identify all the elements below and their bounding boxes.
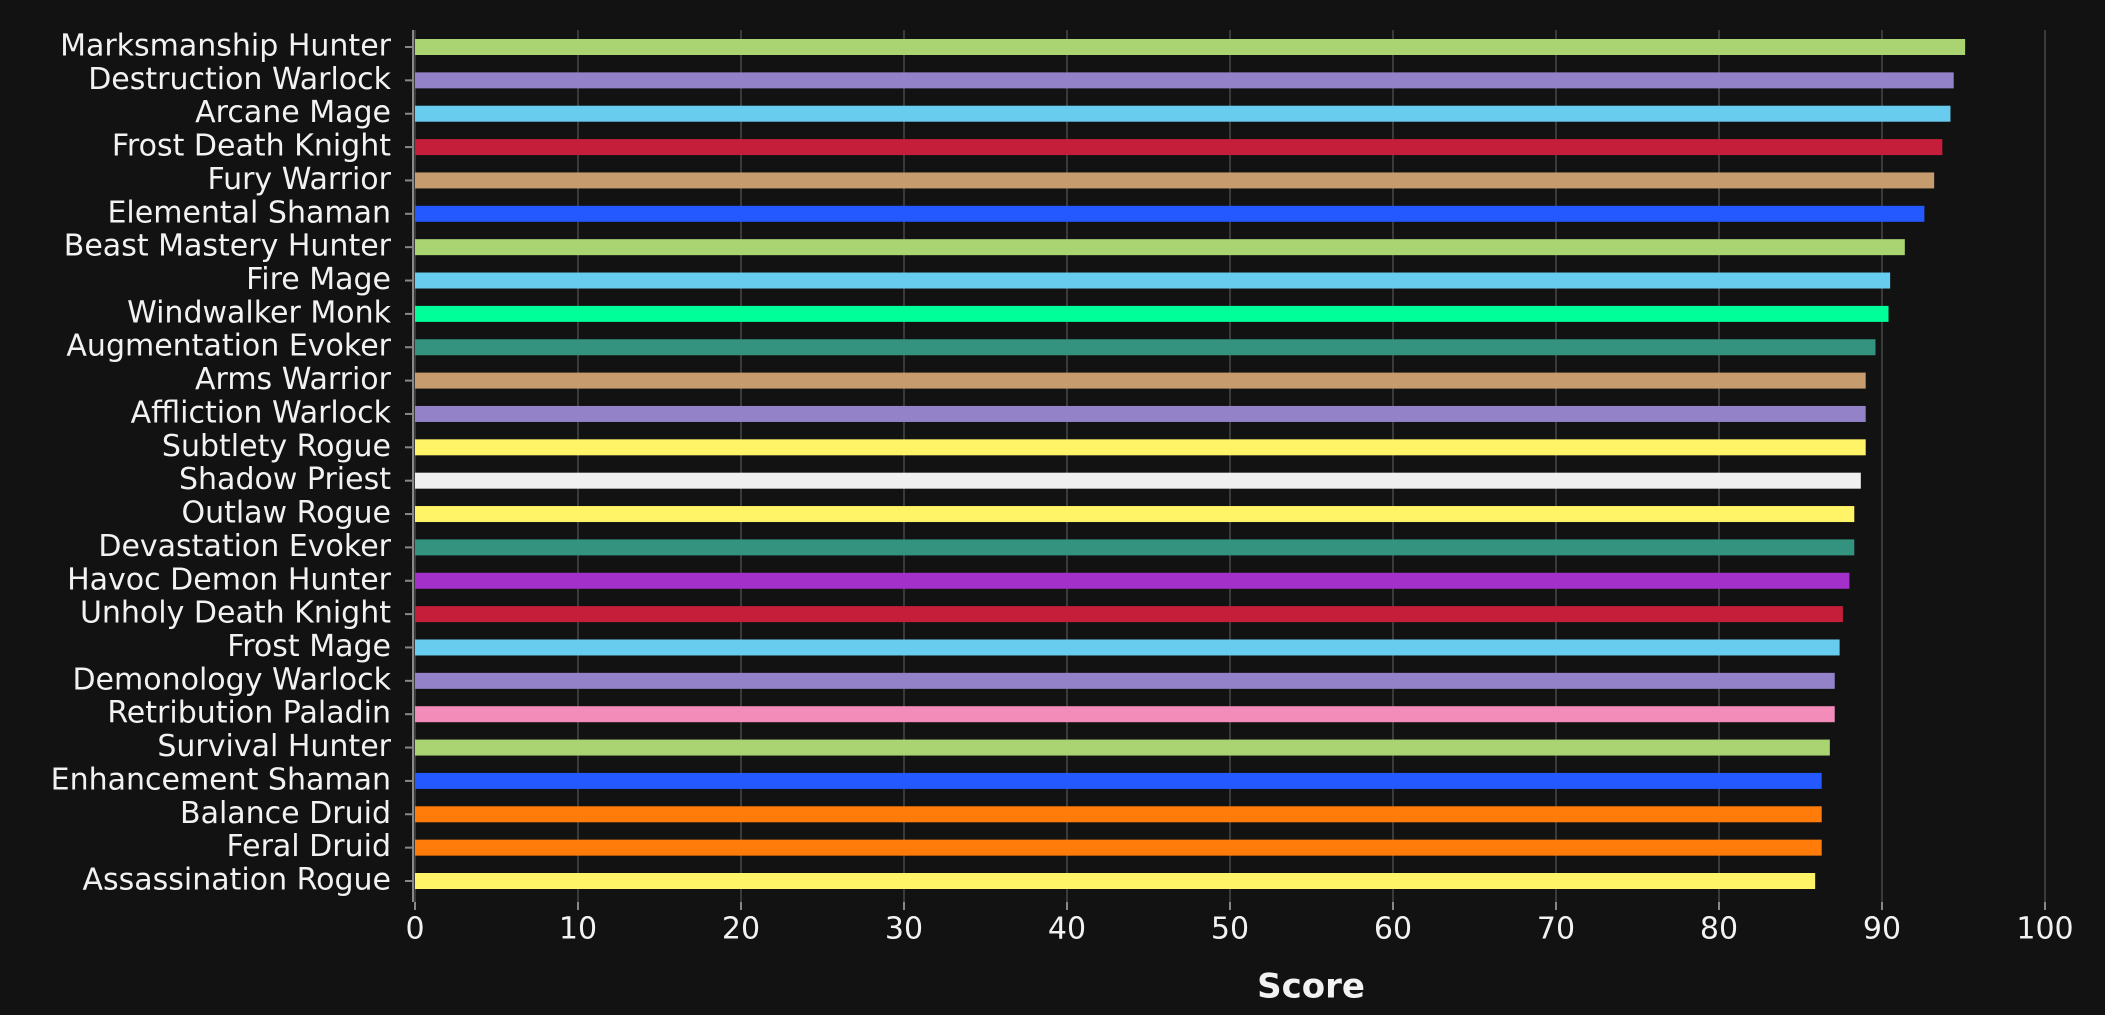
- x-tick-label: 10: [559, 912, 597, 947]
- bar: [415, 72, 1954, 89]
- bar: [415, 806, 1822, 823]
- y-tick-label: Survival Hunter: [157, 729, 391, 764]
- bar: [415, 539, 1855, 556]
- x-axis-title: Score: [1257, 967, 1365, 1007]
- bar: [415, 405, 1866, 422]
- y-tick-label: Havoc Demon Hunter: [67, 562, 392, 597]
- y-tick-label: Frost Mage: [227, 629, 391, 664]
- x-tick-label: 100: [2016, 912, 2073, 947]
- x-tick-label: 90: [1863, 912, 1901, 947]
- y-tick-label: Devastation Evoker: [98, 529, 391, 564]
- x-tick-label: 80: [1700, 912, 1738, 947]
- y-tick-label: Affliction Warlock: [131, 395, 392, 430]
- y-tick-label: Marksmanship Hunter: [60, 29, 392, 64]
- y-tick-label: Feral Druid: [227, 829, 392, 864]
- bar: [415, 239, 1905, 256]
- y-tick-label: Arms Warrior: [195, 362, 392, 397]
- y-tick-label: Destruction Warlock: [88, 62, 391, 97]
- bar: [415, 739, 1830, 756]
- bar: [415, 272, 1891, 289]
- y-tick-label: Frost Death Knight: [112, 129, 391, 164]
- x-tick-label: 20: [722, 912, 760, 947]
- bar: [415, 772, 1822, 789]
- y-tick-label: Beast Mastery Hunter: [64, 229, 392, 264]
- y-tick-label: Enhancement Shaman: [51, 762, 391, 797]
- bar: [415, 706, 1835, 723]
- x-tick-label: 60: [1374, 912, 1412, 947]
- y-tick-label: Fury Warrior: [207, 162, 391, 197]
- bar: [415, 672, 1835, 689]
- x-tick-label: 50: [1211, 912, 1249, 947]
- x-tick-label: 0: [405, 912, 424, 947]
- bar: [415, 606, 1843, 623]
- bar: [415, 372, 1866, 389]
- y-tick-label: Augmentation Evoker: [66, 329, 391, 364]
- x-tick-label: 40: [1048, 912, 1086, 947]
- bar: [415, 506, 1855, 523]
- y-tick-label: Assassination Rogue: [82, 863, 391, 898]
- x-tick-label: 30: [885, 912, 923, 947]
- bar: [415, 172, 1935, 189]
- bar: [415, 873, 1816, 889]
- y-tick-label: Subtlety Rogue: [162, 429, 391, 464]
- bar: [415, 639, 1840, 656]
- y-tick-label: Elemental Shaman: [107, 195, 391, 230]
- x-tick-label: 70: [1537, 912, 1575, 947]
- bar: [415, 139, 1943, 156]
- y-tick-label: Arcane Mage: [195, 95, 391, 130]
- y-tick-label: Outlaw Rogue: [181, 496, 391, 531]
- bar: [415, 339, 1876, 356]
- y-tick-label: Demonology Warlock: [72, 662, 391, 697]
- y-tick-label: Fire Mage: [246, 262, 391, 297]
- bar: [415, 305, 1889, 322]
- bar: [415, 839, 1822, 856]
- y-tick-label: Windwalker Monk: [127, 295, 392, 330]
- bar: [415, 39, 1966, 55]
- y-tick-label: Balance Druid: [180, 796, 391, 831]
- y-tick-label: Retribution Paladin: [107, 696, 391, 731]
- bar: [415, 472, 1861, 489]
- y-tick-label: Shadow Priest: [179, 462, 391, 497]
- bar: [415, 572, 1850, 589]
- bar: [415, 439, 1866, 456]
- y-tick-label: Unholy Death Knight: [80, 596, 391, 631]
- bar: [415, 105, 1951, 122]
- bar: [415, 205, 1925, 222]
